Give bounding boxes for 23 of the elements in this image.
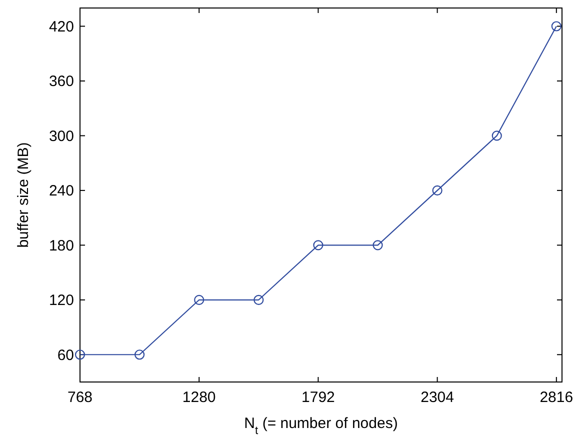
x-tick-label: 1280 [182,389,216,406]
point [551,21,562,32]
y-tick-label: 180 [48,237,74,254]
y-tick-label: 360 [48,73,74,90]
x-tick-label: 2816 [540,389,574,406]
point [134,350,145,360]
y-tick-label: 300 [48,128,74,145]
y-tick-label: 60 [57,346,74,364]
y-tick-label: 240 [48,182,74,200]
y-axis-title: buffer size (MB) [15,142,32,248]
x-axis-title: N$_{t}$ (= number of nodes) [244,415,398,437]
y-tick-label: 420 [48,18,74,36]
point [74,350,86,360]
x-tick-label: 768 [67,389,93,406]
point [194,294,204,305]
y-tick-label: 120 [48,292,74,310]
point [432,185,442,196]
point [313,240,324,250]
x-tick-label: 2304 [420,389,454,406]
x-tick-label: 1792 [302,389,335,406]
point [372,240,383,250]
point [492,130,502,141]
point [254,294,264,305]
